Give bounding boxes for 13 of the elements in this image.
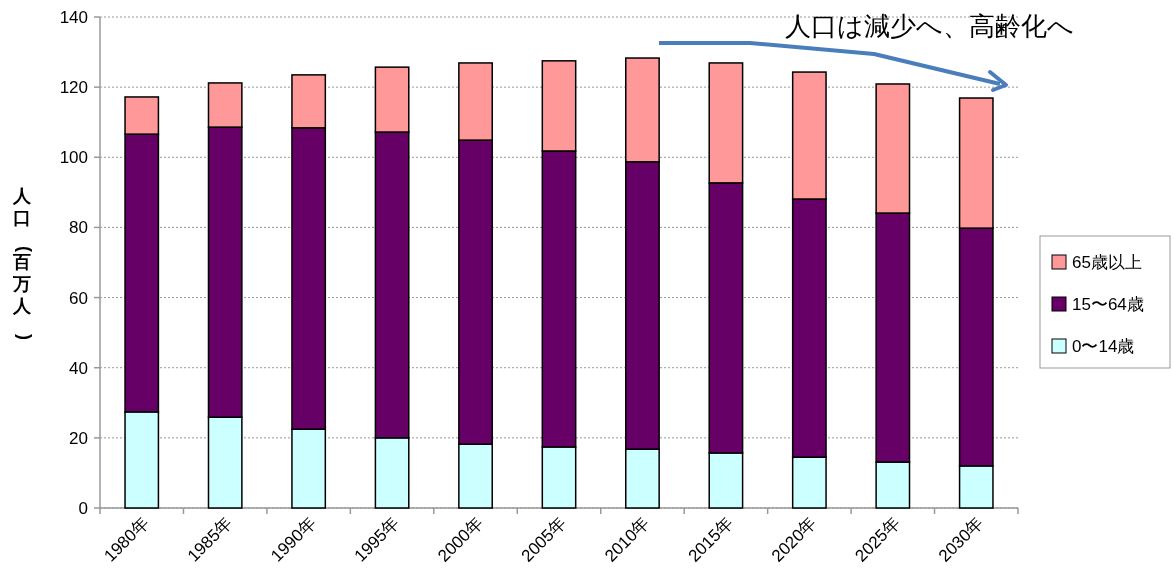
y-tick-label: 40 — [69, 358, 88, 378]
legend-label: 0〜14歳 — [1072, 337, 1135, 356]
y-axis-title: 人口(百万人) — [12, 186, 35, 340]
y-tick-label: 60 — [69, 288, 88, 308]
legend-label: 15〜64歳 — [1072, 295, 1144, 314]
y-tick-label: 120 — [59, 78, 88, 98]
legend-label: 65歳以上 — [1072, 253, 1142, 272]
y-tick-label: 0 — [78, 499, 88, 518]
y-tick-label: 100 — [59, 148, 88, 168]
y-tick-label: 80 — [69, 218, 88, 238]
y-tick-label: 140 — [59, 8, 88, 27]
annotation: 人口は減少へ、高齢化へ — [785, 11, 1074, 41]
y-tick-label: 20 — [69, 428, 88, 448]
